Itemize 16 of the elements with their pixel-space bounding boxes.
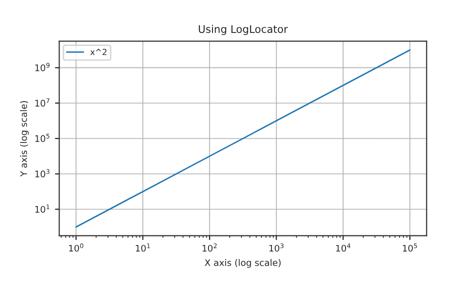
x-tick-label: 10$^{3}$: [269, 243, 284, 252]
y-tick-label: 10$^{5}$: [35, 134, 50, 142]
legend-label: x^2: [90, 48, 106, 56]
x-tick-label: 10$^{4}$: [336, 243, 350, 252]
y-tick-label: 10$^{9}$: [35, 62, 50, 72]
y-tick-label: 10$^{3}$: [35, 169, 50, 178]
x-tick-label: 10$^{1}$: [136, 243, 150, 252]
line-series: [75, 49, 411, 228]
x-tick-label: 10$^{5}$: [402, 243, 417, 252]
y-axis-title: Y axis (log scale): [20, 101, 29, 177]
x-tick-label: 10$^{2}$: [202, 243, 217, 252]
y-tick-label: 10$^{7}$: [35, 98, 50, 107]
chart-title: Using LogLocator: [198, 24, 288, 36]
y-tick-label: 10$^{1}$: [35, 204, 50, 213]
x-tick-label: 10$^{0}$: [69, 243, 84, 252]
x-axis-title: X axis (log scale): [204, 259, 281, 268]
